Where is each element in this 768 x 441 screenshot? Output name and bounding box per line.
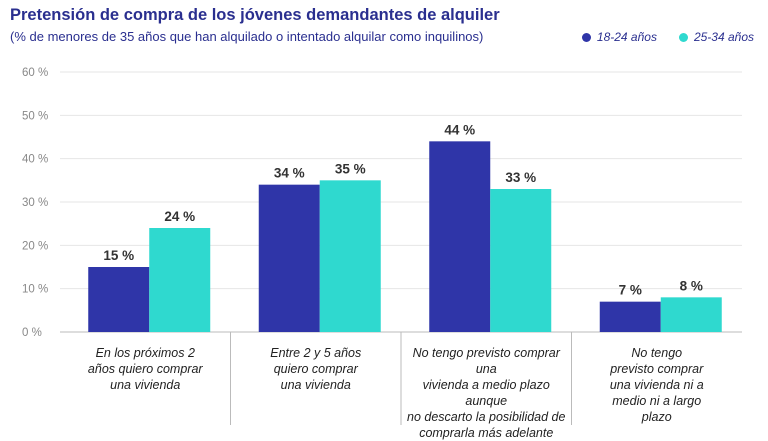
bar-25-34-años-1: [319, 180, 381, 332]
category-label-line: En los próximos 2: [95, 346, 195, 360]
category-label-line: comprarla más adelante: [419, 426, 554, 440]
bar-18-24-años-3: [599, 301, 661, 332]
legend-swatch-25-34: [678, 32, 688, 42]
category-label-2: No tengo previsto comprar una vivienda a …: [405, 345, 568, 441]
category-label-line: previsto comprar: [610, 362, 704, 376]
category-label-line: No tengo previsto comprar una: [412, 346, 560, 376]
y-tick-label: 50 %: [22, 110, 48, 122]
data-label: 8 %: [680, 278, 703, 293]
category-label-3: No tengo previsto comprar una vivienda ni …: [576, 345, 739, 425]
y-tick-label: 30 %: [22, 197, 48, 209]
bar-25-34-años-0: [149, 228, 211, 332]
y-tick-label: 40 %: [22, 154, 48, 166]
category-label-line: Entre 2 y 5 años: [270, 346, 362, 360]
chart-subtitle: (% de menores de 35 años que han alquila…: [10, 29, 484, 44]
category-label-line: una vivienda ni a: [609, 378, 704, 392]
data-label: 33 %: [505, 170, 536, 185]
bar-25-34-años-2: [490, 189, 552, 332]
legend-label-18-24: 18-24 años: [596, 30, 657, 44]
legend-item-25-34: 25-34 años: [678, 30, 754, 44]
bar-18-24-años-1: [258, 184, 320, 332]
category-label-line: No tengo: [631, 346, 683, 360]
data-label: 7 %: [619, 283, 642, 298]
category-label-line: vivienda a medio plazo aunque: [422, 378, 550, 408]
legend-label-25-34: 25-34 años: [693, 30, 754, 44]
category-label-line: años quiero comprar: [87, 362, 203, 376]
data-label: 15 %: [103, 248, 134, 263]
category-label-line: no descarto la posibilidad de: [407, 410, 566, 424]
bar-chart: 0 % 10 % 20 % 30 % 40 % 50 % 60 % 15 % 24 % 34 % 3…: [22, 67, 742, 425]
category-label-line: una vivienda: [280, 378, 351, 392]
chart-title: Pretensión de compra de los jóvenes dema…: [10, 6, 500, 24]
y-tick-label: 20 %: [22, 240, 48, 252]
y-tick-label: 10 %: [22, 284, 48, 296]
legend-item-18-24: 18-24 años: [581, 30, 657, 44]
data-label: 24 %: [164, 209, 195, 224]
data-label: 44 %: [444, 122, 475, 137]
legend-swatch-18-24: [581, 32, 591, 42]
legend: 18-24 años 25-34 años: [560, 30, 754, 44]
category-label-0: En los próximos 2 años quiero comprar una …: [64, 345, 227, 393]
category-label-line: una vivienda: [110, 378, 181, 392]
bar-25-34-años-3: [660, 297, 722, 332]
bar-18-24-años-0: [88, 267, 150, 332]
category-label-1: Entre 2 y 5 años quiero comprar una vivien…: [235, 345, 398, 393]
y-tick-label: 0 %: [22, 327, 42, 339]
category-label-line: plazo: [641, 410, 672, 424]
y-tick-label: 60 %: [22, 67, 48, 79]
data-label: 35 %: [335, 161, 366, 176]
data-label: 34 %: [274, 166, 305, 181]
category-label-line: quiero comprar: [273, 362, 358, 376]
category-label-line: medio ni a largo: [612, 394, 702, 408]
bar-18-24-años-2: [429, 141, 491, 332]
